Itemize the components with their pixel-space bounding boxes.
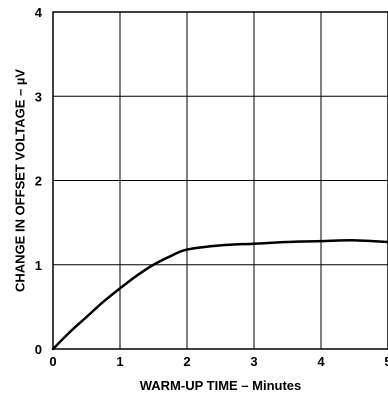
y-tick-label: 0	[35, 342, 42, 357]
y-tick-labels: 0 1 2 3 4	[35, 5, 43, 357]
y-tick-label: 1	[35, 258, 42, 273]
x-tick-label: 2	[183, 354, 190, 369]
y-tick-label: 2	[35, 174, 42, 189]
y-tick-label: 3	[35, 89, 42, 104]
plot-frame	[52, 11, 388, 350]
x-axis-title: WARM-UP TIME – Minutes	[140, 378, 302, 393]
y-tick-label: 4	[35, 5, 43, 20]
series-line	[51, 239, 388, 351]
grid	[52, 11, 388, 350]
x-tick-label: 5	[384, 354, 388, 369]
x-tick-label: 4	[317, 354, 325, 369]
x-tick-label: 0	[49, 354, 56, 369]
x-tick-labels: 0 1 2 3 4 5	[49, 354, 388, 369]
series-layer	[51, 239, 388, 351]
y-axis-title: CHANGE IN OFFSET VOLTAGE – µV	[12, 69, 27, 292]
x-tick-label: 1	[116, 354, 123, 369]
x-tick-label: 3	[250, 354, 257, 369]
